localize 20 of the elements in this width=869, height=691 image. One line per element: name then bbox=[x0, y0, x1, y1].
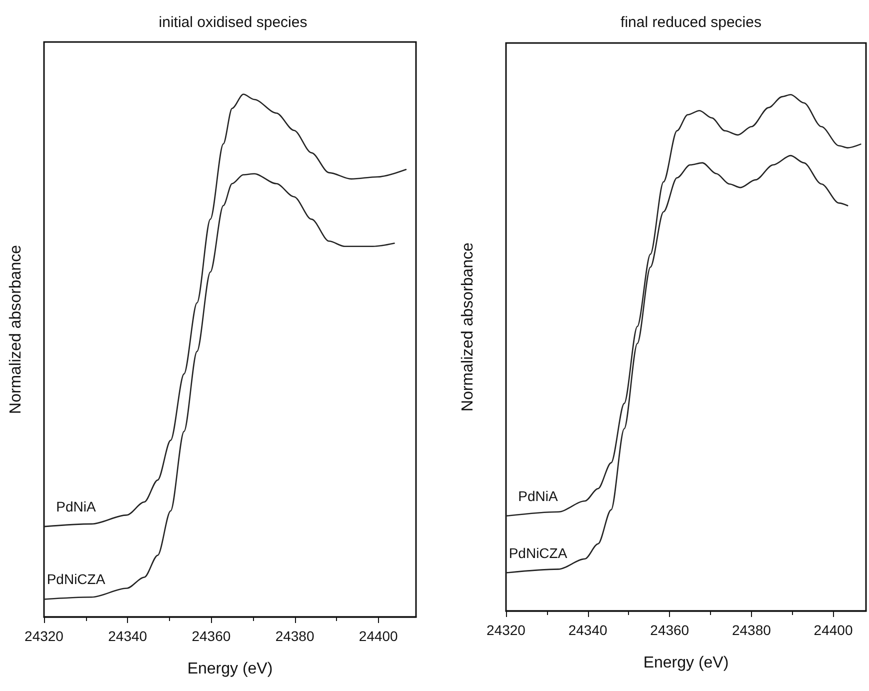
x-tick-label: 24340 bbox=[568, 622, 608, 638]
x-axis-title: Energy (eV) bbox=[643, 654, 729, 672]
y-axis-title: Normalized absorbance bbox=[460, 242, 476, 412]
series-label: PdNiCZA bbox=[46, 571, 106, 588]
x-tick-label: 24380 bbox=[275, 628, 314, 644]
series-label: PdNiA bbox=[56, 498, 96, 515]
x-tick-label: 24360 bbox=[192, 628, 231, 644]
x-tick-label: 24360 bbox=[650, 622, 690, 638]
x-tick-label: 24400 bbox=[814, 622, 853, 638]
series-label: PdNiCZA bbox=[508, 544, 568, 561]
x-tick-label: 24380 bbox=[732, 622, 772, 638]
series-label: PdNiA bbox=[518, 488, 558, 504]
chart-title: initial oxidised species bbox=[158, 14, 308, 31]
x-tick-label: 24320 bbox=[486, 622, 526, 638]
chart-title: final reduced species bbox=[620, 14, 762, 31]
x-axis-title: Energy (eV) bbox=[187, 660, 273, 678]
x-tick-label: 24340 bbox=[108, 628, 148, 644]
x-tick-label: 24400 bbox=[358, 628, 398, 644]
x-tick-label: 24320 bbox=[24, 628, 64, 644]
y-axis-title: Normalized absorbance bbox=[8, 244, 24, 414]
